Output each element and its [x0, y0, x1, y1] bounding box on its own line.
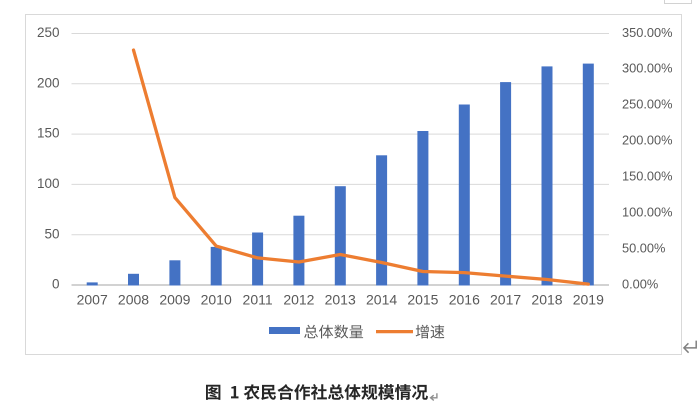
svg-text:100: 100 [37, 176, 60, 191]
svg-text:50: 50 [44, 226, 59, 241]
svg-text:100.00%: 100.00% [622, 204, 673, 219]
svg-text:2019: 2019 [573, 292, 604, 308]
svg-text:300.00%: 300.00% [622, 61, 673, 76]
svg-text:2016: 2016 [449, 292, 480, 308]
svg-text:2009: 2009 [159, 292, 190, 308]
svg-text:200: 200 [37, 75, 60, 90]
svg-text:2014: 2014 [366, 292, 397, 308]
svg-text:250.00%: 250.00% [622, 97, 673, 112]
svg-text:2012: 2012 [283, 292, 314, 308]
svg-text:150.00%: 150.00% [622, 169, 673, 184]
svg-text:200.00%: 200.00% [622, 133, 673, 148]
svg-text:250: 250 [37, 25, 60, 40]
svg-text:150: 150 [37, 126, 60, 141]
svg-text:2015: 2015 [407, 292, 438, 308]
svg-text:0.00%: 0.00% [622, 276, 658, 291]
svg-text:2011: 2011 [243, 292, 273, 308]
svg-text:2017: 2017 [490, 292, 521, 308]
svg-text:2013: 2013 [325, 292, 356, 308]
svg-text:2010: 2010 [201, 292, 232, 308]
svg-text:350.00%: 350.00% [622, 25, 673, 40]
svg-text:2007: 2007 [77, 292, 108, 308]
svg-text:2008: 2008 [118, 292, 149, 308]
svg-text:2018: 2018 [531, 292, 562, 308]
svg-text:50.00%: 50.00% [622, 240, 665, 255]
svg-text:0: 0 [52, 277, 60, 292]
